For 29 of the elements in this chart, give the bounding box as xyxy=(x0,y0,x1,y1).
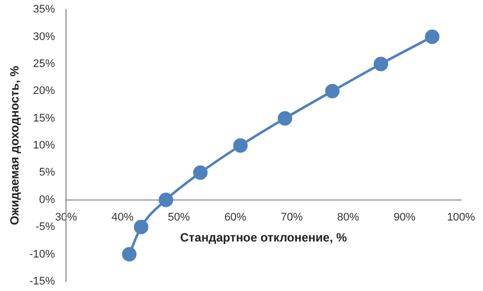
y-tick-label: -10% xyxy=(29,248,56,260)
y-tick-label: 5% xyxy=(39,166,56,179)
point xyxy=(424,30,440,44)
point xyxy=(374,56,388,72)
y-tick-label: 15% xyxy=(33,112,56,124)
point xyxy=(278,111,292,126)
y-tick-label: 10% xyxy=(33,140,56,152)
x-tick-label: 90% xyxy=(394,211,416,224)
y-tick-label: -15% xyxy=(29,275,56,288)
y-tick-label: 25% xyxy=(33,58,56,70)
point xyxy=(134,220,148,234)
x-tick-label: 80% xyxy=(337,211,360,224)
y-tick-label: 0% xyxy=(39,194,56,206)
y-tick-label: -5% xyxy=(36,221,56,234)
point xyxy=(158,192,174,208)
x-tick-label: 40% xyxy=(111,211,134,224)
point xyxy=(193,165,208,180)
x-tick-label: 100% xyxy=(446,211,476,224)
point xyxy=(233,138,248,153)
point xyxy=(122,246,137,262)
x-tick-label: 60% xyxy=(224,211,247,224)
y-tick-label: 35% xyxy=(33,4,56,16)
y-tick-label: 20% xyxy=(33,85,56,98)
point xyxy=(325,84,340,98)
x-tick-label: 70% xyxy=(280,211,303,224)
y-axis-title: Ожидаемая доходность, % xyxy=(8,66,22,226)
x-tick-label: 50% xyxy=(168,211,190,224)
x-axis-title: Стандартное отклонение, % xyxy=(180,230,348,245)
y-tick-label: 30% xyxy=(33,30,56,43)
